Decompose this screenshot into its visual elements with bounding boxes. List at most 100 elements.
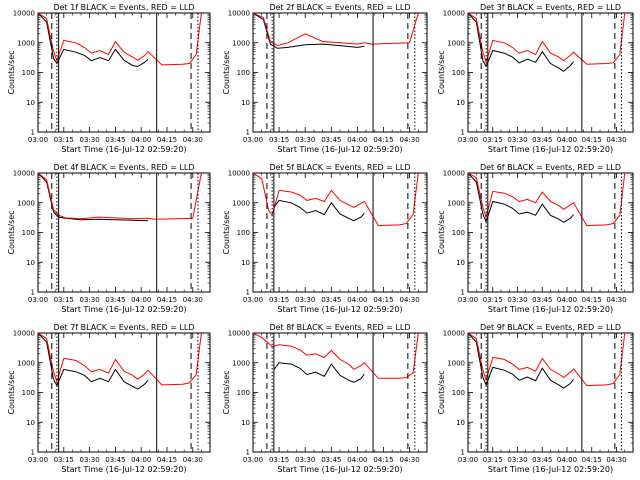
x-tick-label: 04:15 xyxy=(157,136,177,144)
series-group xyxy=(468,333,626,389)
x-tick-label: 03:30 xyxy=(507,136,527,144)
y-tick-label: 100 xyxy=(452,389,465,397)
x-tick-label: 03:45 xyxy=(321,456,341,464)
y-tick-label: 100 xyxy=(237,69,250,77)
y-tick-label: 10000 xyxy=(228,330,250,338)
series-group xyxy=(253,13,419,49)
x-tick-label: 03:00 xyxy=(458,136,478,144)
y-tick-label: 1000 xyxy=(232,359,250,367)
lld-series-line xyxy=(253,13,419,47)
x-tick-label: 04:15 xyxy=(582,296,602,304)
x-tick-label: 03:30 xyxy=(80,296,100,304)
x-tick-label: 04:30 xyxy=(400,456,420,464)
x-tick-label: 04:30 xyxy=(606,296,626,304)
y-tick-label: 1 xyxy=(461,129,465,137)
lld-series-line xyxy=(38,333,202,386)
y-tick-label: 1000 xyxy=(232,199,250,207)
plot-frame xyxy=(467,172,634,293)
x-tick-label: 03:45 xyxy=(105,456,125,464)
y-tick-label: 10000 xyxy=(13,10,35,18)
x-tick-label: 04:30 xyxy=(183,136,203,144)
y-tick-label: 10000 xyxy=(13,170,35,178)
y-tick-label: 1 xyxy=(31,129,35,137)
y-tick-label: 100 xyxy=(452,229,465,237)
y-axis-title: Counts/sec xyxy=(7,370,16,414)
x-tick-label: 04:00 xyxy=(131,296,151,304)
events-series-line xyxy=(38,333,149,390)
x-tick-label: 04:00 xyxy=(347,456,367,464)
y-tick-label: 10000 xyxy=(228,10,250,18)
y-tick-label: 1000 xyxy=(17,39,35,47)
y-tick-label: 10 xyxy=(456,99,465,107)
x-axis-title: Start Time (16-Jul-12 02:59:20) xyxy=(488,305,613,314)
y-tick-label: 100 xyxy=(452,69,465,77)
x-tick-label: 03:45 xyxy=(532,136,552,144)
y-tick-label: 1 xyxy=(246,449,250,457)
y-tick-label: 1 xyxy=(246,289,250,297)
detector-panel: 1 10 100 1000 10000 03:00 03:15 03:30 03:45 04:00… xyxy=(222,3,428,154)
x-tick-label: 04:00 xyxy=(131,456,151,464)
x-tick-label: 03:00 xyxy=(28,296,48,304)
y-tick-label: 10 xyxy=(241,419,250,427)
events-series-line xyxy=(468,173,574,224)
panel-title: Det 9f BLACK = Events, RED = LLD xyxy=(480,323,621,332)
x-tick-label: 03:00 xyxy=(28,456,48,464)
x-tick-label: 03:15 xyxy=(54,296,74,304)
series-group xyxy=(468,173,626,227)
x-tick-label: 04:00 xyxy=(557,296,577,304)
y-tick-label: 100 xyxy=(22,229,35,237)
x-axis-title: Start Time (16-Jul-12 02:59:20) xyxy=(488,145,613,154)
events-series-line xyxy=(38,173,149,222)
x-axis-title: Start Time (16-Jul-12 02:59:20) xyxy=(61,465,186,474)
y-tick-label: 1000 xyxy=(17,359,35,367)
y-axis-title: Counts/sec xyxy=(7,210,16,254)
detector-panel: 1 10 100 1000 10000 03:00 03:15 03:30 03:45 04:00… xyxy=(222,163,428,314)
panel-title: Det 1f BLACK = Events, RED = LLD xyxy=(53,3,194,12)
x-tick-label: 03:15 xyxy=(483,456,503,464)
x-axis-title: Start Time (16-Jul-12 02:59:20) xyxy=(61,145,186,154)
x-tick-label: 03:00 xyxy=(243,456,263,464)
plot-frame xyxy=(252,12,428,133)
y-tick-label: 1000 xyxy=(17,199,35,207)
y-axis-title: Counts/sec xyxy=(222,210,231,254)
x-tick-label: 04:00 xyxy=(131,136,151,144)
panel-title: Det 4f BLACK = Events, RED = LLD xyxy=(53,163,194,172)
x-tick-label: 04:15 xyxy=(582,136,602,144)
plot-frame xyxy=(252,332,428,453)
x-tick-label: 03:00 xyxy=(243,136,263,144)
y-tick-label: 10000 xyxy=(443,330,465,338)
x-tick-label: 03:15 xyxy=(269,136,289,144)
y-axis-title: Counts/sec xyxy=(7,50,16,94)
events-series-line xyxy=(468,333,574,389)
y-tick-label: 1000 xyxy=(447,199,465,207)
panel-title: Det 6f BLACK = Events, RED = LLD xyxy=(480,163,621,172)
detector-panel: 1 10 100 1000 10000 03:00 03:15 03:30 03:45 04:00… xyxy=(7,3,211,154)
panel-title: Det 8f BLACK = Events, RED = LLD xyxy=(269,323,410,332)
x-tick-label: 04:15 xyxy=(157,296,177,304)
y-axis-title: Counts/sec xyxy=(222,50,231,94)
plot-frame xyxy=(37,12,211,133)
plot-frame xyxy=(467,332,634,453)
y-tick-label: 100 xyxy=(22,69,35,77)
x-tick-label: 03:15 xyxy=(54,456,74,464)
x-tick-label: 03:00 xyxy=(458,456,478,464)
lld-series-line xyxy=(468,173,626,227)
x-axis-title: Start Time (16-Jul-12 02:59:20) xyxy=(277,465,402,474)
y-tick-label: 10 xyxy=(456,259,465,267)
x-tick-label: 03:15 xyxy=(269,296,289,304)
events-series-line xyxy=(273,199,365,222)
y-tick-label: 10000 xyxy=(443,10,465,18)
y-tick-label: 10 xyxy=(456,419,465,427)
plot-frame xyxy=(37,332,211,453)
x-tick-label: 04:00 xyxy=(557,136,577,144)
x-tick-label: 04:30 xyxy=(606,456,626,464)
detector-panel: 1 10 100 1000 10000 03:00 03:15 03:30 03:45 04:00… xyxy=(437,323,634,474)
x-tick-label: 04:15 xyxy=(373,296,393,304)
events-series-line xyxy=(38,13,149,67)
y-tick-label: 10000 xyxy=(228,170,250,178)
panel-title: Det 3f BLACK = Events, RED = LLD xyxy=(480,3,621,12)
x-axis-title: Start Time (16-Jul-12 02:59:20) xyxy=(61,305,186,314)
y-tick-label: 10 xyxy=(26,419,35,427)
x-axis-title: Start Time (16-Jul-12 02:59:20) xyxy=(277,145,402,154)
x-axis-title: Start Time (16-Jul-12 02:59:20) xyxy=(488,465,613,474)
